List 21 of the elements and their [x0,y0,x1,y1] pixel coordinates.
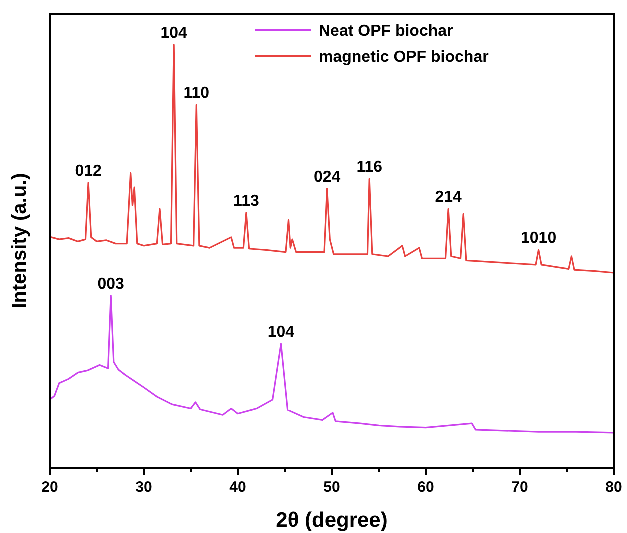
legend-label: Neat OPF biochar [319,23,454,40]
x-tick-label: 60 [418,479,434,496]
x-axis-title: 2θ (degree) [276,509,388,532]
annotation: 012 [75,162,102,180]
annotation: 003 [98,276,125,293]
annotation: 214 [435,189,462,206]
annotation: 113 [234,192,260,210]
annotation: 110 [184,85,210,102]
x-tick-label: 20 [42,479,58,496]
annotation: 1010 [521,230,557,248]
legend-label: magnetic OPF biochar [319,49,489,66]
x-tick-label: 30 [136,479,152,496]
annotation: 024 [314,168,341,186]
x-tick-label: 70 [512,479,528,496]
annotation: 104 [160,25,188,42]
x-tick-label: 80 [606,479,622,496]
x-tick-label: 40 [230,479,246,496]
y-axis-title: Intensity (a.u.) [9,173,31,309]
x-tick-label: 50 [324,479,340,496]
annotation: 104 [268,324,295,342]
annotation: 116 [356,159,383,176]
